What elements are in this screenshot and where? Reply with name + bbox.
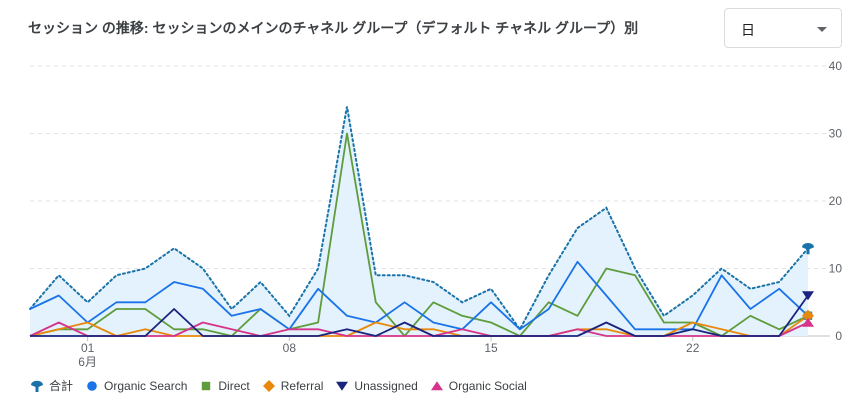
- x-tick-label: 08: [283, 341, 297, 355]
- x-tick-sublabel: 6月: [78, 355, 97, 369]
- series-line-4: [30, 294, 809, 337]
- legend: 合計 Organic Search Direct Referral Unassigned…: [30, 377, 539, 394]
- series-end-marker-4: [802, 291, 814, 301]
- legend-label: Referral: [280, 378, 324, 393]
- chevron-down-icon: [817, 27, 827, 32]
- y-tick-label: 40: [829, 59, 843, 73]
- legend-item[interactable]: Unassigned: [335, 378, 418, 393]
- legend-marker-5: [430, 380, 443, 390]
- legend-item[interactable]: Referral: [262, 378, 324, 393]
- legend-circle-icon: [87, 380, 97, 391]
- granularity-select[interactable]: 日: [724, 8, 842, 48]
- chart-title: セッション の推移: セッションのメインのチャネル グループ（デフォルト チャネ…: [28, 20, 639, 36]
- series-line-0: [29, 106, 809, 332]
- series-end-markers: [802, 243, 814, 327]
- legend-marker-4: [336, 381, 349, 391]
- series-area-0: [30, 106, 808, 336]
- legend-triangle-down-icon: [336, 381, 349, 391]
- legend-diamond-icon: [262, 379, 275, 392]
- legend-marker-2: [202, 381, 211, 390]
- legend-label: Organic Social: [448, 378, 527, 393]
- legend-marker-3: [262, 379, 275, 392]
- x-tick-label: 01: [81, 341, 95, 355]
- legend-item[interactable]: 合計: [30, 377, 73, 394]
- legend-label: Direct: [218, 378, 250, 393]
- y-tick-label: 0: [835, 329, 842, 343]
- legend-item[interactable]: Organic Search: [85, 379, 187, 393]
- legend-square-icon: [202, 381, 211, 390]
- x-tick-label: 15: [484, 341, 498, 355]
- granularity-value: 日: [741, 22, 755, 38]
- legend-marker-1: [87, 380, 97, 391]
- series-end-marker-0: [802, 243, 814, 255]
- y-tick-label: 30: [829, 127, 843, 141]
- series-line-2: [29, 132, 809, 337]
- y-tick-label: 10: [829, 262, 843, 276]
- legend-item[interactable]: Direct: [199, 378, 250, 393]
- series-end-marker-3: [802, 309, 814, 322]
- x-tick-label: 22: [686, 341, 700, 355]
- series-end-marker-5: [802, 317, 814, 327]
- legend-item[interactable]: Organic Social: [430, 379, 527, 393]
- legend-label: 合計: [49, 379, 74, 393]
- series-lines: [29, 106, 809, 337]
- y-axis-ticks: 0 10 20 30 40: [829, 59, 843, 343]
- legend-pin-icon: [31, 380, 43, 392]
- legend-marker-0: [31, 380, 43, 392]
- y-tick-label: 20: [829, 194, 843, 208]
- series-line-5: [29, 321, 809, 337]
- legend-triangle-up-icon: [430, 380, 443, 390]
- legend-label: Unassigned: [354, 378, 418, 393]
- legend-label: Organic Search: [104, 378, 188, 393]
